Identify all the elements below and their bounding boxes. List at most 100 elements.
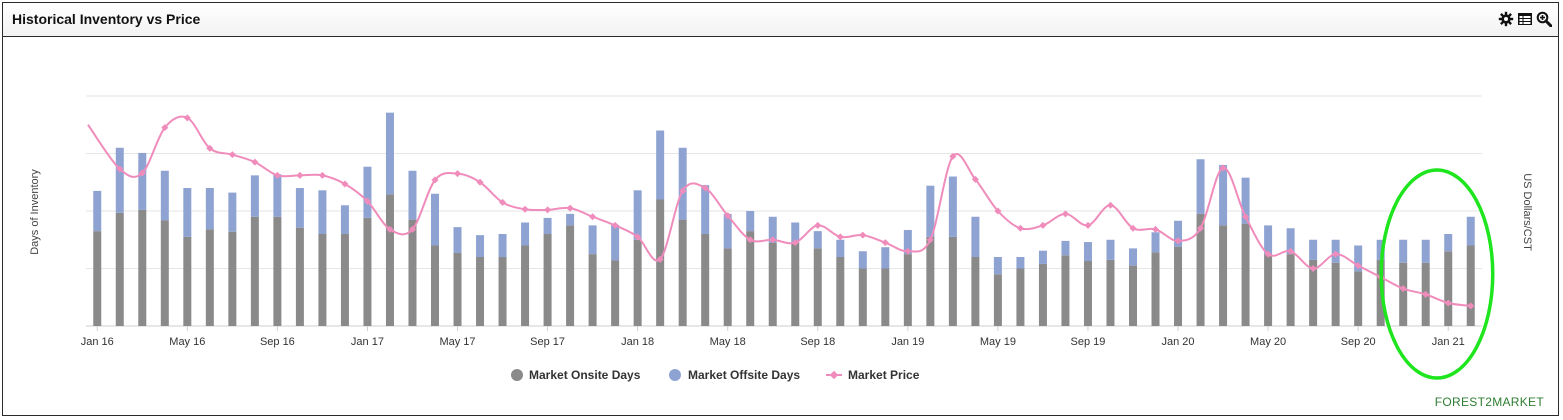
bar-onsite [1399, 262, 1408, 326]
bar-offsite [138, 152, 147, 210]
bar-offsite [926, 185, 935, 237]
bar-onsite [1151, 252, 1160, 326]
bar-onsite [498, 257, 507, 326]
bar-onsite [971, 257, 980, 326]
bar-onsite [1264, 254, 1273, 326]
bar-offsite [1376, 239, 1385, 260]
bar-offsite [431, 193, 439, 246]
price-point [1084, 221, 1092, 229]
price-point [949, 152, 957, 160]
bar-offsite [1174, 220, 1183, 247]
bar-onsite [633, 239, 642, 326]
bar-onsite [1309, 259, 1318, 326]
price-point [183, 114, 191, 122]
highlight-ellipse [1379, 168, 1495, 380]
bar-offsite [205, 188, 214, 230]
bar-offsite [408, 170, 417, 220]
price-point [679, 187, 687, 195]
bar-offsite [1061, 240, 1070, 256]
bar-onsite [250, 216, 259, 326]
bar-onsite [138, 209, 147, 326]
bar-onsite [1219, 225, 1228, 326]
bar-offsite [1444, 234, 1453, 252]
x-tick-label: Sep 17 [530, 336, 565, 348]
price-point [1016, 224, 1024, 232]
price-point [1151, 225, 1160, 233]
price-point [363, 197, 371, 205]
bar-offsite [813, 231, 822, 249]
price-point [836, 233, 844, 241]
bar-onsite [273, 216, 282, 326]
bar-onsite [701, 234, 710, 326]
bar-offsite [273, 174, 282, 217]
price-point [566, 204, 574, 212]
bar-onsite [993, 274, 1002, 326]
bar-offsite [1129, 248, 1137, 266]
legend-onsite-swatch [511, 369, 523, 381]
legend-offsite-swatch [669, 369, 681, 381]
bar-onsite [295, 227, 304, 326]
bar-offsite [1038, 250, 1047, 264]
brand-logo: FOREST2MARKET [1434, 395, 1544, 409]
settings-icon[interactable] [1498, 11, 1514, 27]
bar-offsite [250, 175, 259, 217]
bar-onsite [768, 242, 777, 326]
legend-price-label: Market Price [848, 368, 920, 382]
price-point [251, 158, 259, 166]
y-axis-left-label: Days of Inventory [29, 169, 41, 255]
bar-onsite [1016, 268, 1025, 326]
bar-offsite [656, 130, 665, 200]
price-point [769, 236, 777, 244]
bar-offsite [228, 192, 237, 232]
price-point [453, 170, 462, 178]
bar-onsite [881, 268, 890, 326]
price-point [544, 206, 552, 214]
zoom-icon[interactable] [1536, 11, 1552, 27]
bar-offsite [1106, 239, 1115, 260]
bar-onsite [566, 225, 575, 326]
x-tick-label: Jan 19 [891, 336, 924, 348]
bar-onsite [363, 217, 372, 326]
bar-onsite [723, 248, 732, 326]
bar-onsite [611, 260, 620, 326]
price-point [273, 171, 281, 179]
price-point [814, 221, 822, 229]
x-tick-label: Jan 16 [81, 336, 114, 348]
bar-offsite [476, 235, 485, 257]
bar-onsite [1083, 261, 1092, 326]
bar-offsite [971, 216, 980, 257]
price-point [431, 176, 439, 184]
bar-offsite [1241, 177, 1250, 224]
bar-offsite [340, 205, 349, 234]
bar-offsite [1309, 239, 1318, 260]
price-point [1039, 221, 1047, 229]
price-point [318, 171, 326, 179]
bar-onsite [836, 257, 845, 326]
bar-onsite [453, 252, 462, 326]
bar-offsite [498, 234, 507, 257]
legend-offsite-label: Market Offsite Days [688, 368, 800, 382]
bar-onsite [1106, 259, 1115, 326]
bar-onsite [431, 245, 439, 326]
bar-offsite [1016, 257, 1025, 269]
bar-offsite [633, 190, 642, 240]
bar-offsite [723, 213, 732, 249]
price-point [296, 171, 304, 179]
bar-onsite [1174, 246, 1183, 326]
bar-onsite [948, 236, 957, 326]
bar-offsite [385, 112, 394, 195]
bar-offsite [1083, 242, 1092, 262]
bar-onsite [678, 219, 687, 326]
bar-onsite [1331, 262, 1340, 326]
price-point [386, 225, 394, 233]
panel-title: Historical Inventory vs Price [12, 11, 201, 27]
bar-onsite [1061, 255, 1070, 326]
bar-onsite [1241, 223, 1250, 326]
bar-offsite [678, 147, 687, 220]
price-point [746, 236, 754, 244]
price-line [87, 115, 1471, 307]
table-icon[interactable] [1517, 11, 1533, 27]
x-tick-label: Sep 16 [260, 336, 295, 348]
panel-toolbar [1498, 11, 1552, 27]
legend-price-marker [829, 370, 839, 380]
